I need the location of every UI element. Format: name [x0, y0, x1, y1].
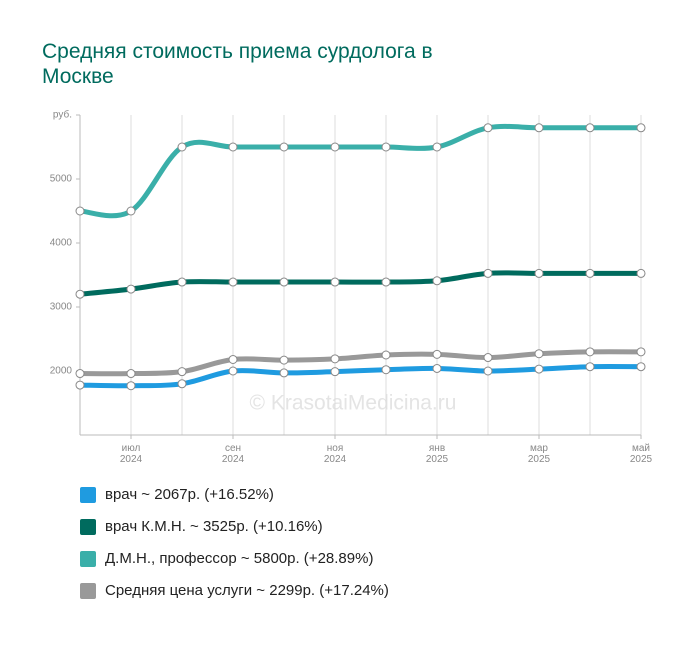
point: [126, 206, 136, 216]
point: [432, 363, 442, 373]
legend-swatch: [80, 551, 96, 567]
x-tick-label: мар 2025: [528, 443, 551, 465]
legend-swatch: [80, 583, 96, 599]
y-tick-label: 5000: [50, 174, 73, 185]
point: [483, 123, 493, 133]
point: [330, 367, 340, 377]
legend-label: Средняя цена услуги ~ 2299р. (+17.24%): [105, 582, 389, 599]
point: [126, 381, 136, 391]
point: [75, 289, 85, 299]
point: [534, 349, 544, 359]
point: [228, 354, 238, 364]
point: [228, 142, 238, 152]
x-tick-label: ноя 2024: [324, 443, 347, 465]
point: [381, 277, 391, 287]
point: [432, 276, 442, 286]
point: [177, 277, 187, 287]
point: [177, 142, 187, 152]
point: [432, 142, 442, 152]
y-tick-label: 2000: [50, 366, 73, 377]
point: [330, 354, 340, 364]
point: [636, 347, 646, 357]
point: [75, 369, 85, 379]
point: [330, 142, 340, 152]
point: [75, 206, 85, 216]
y-tick-label: 3000: [50, 302, 73, 313]
point: [177, 379, 187, 389]
point: [483, 268, 493, 278]
point: [483, 366, 493, 376]
point: [585, 268, 595, 278]
x-tick-label: янв 2025: [426, 443, 449, 465]
x-tick-label: сен 2024: [222, 443, 245, 465]
point: [228, 366, 238, 376]
point: [279, 355, 289, 365]
legend-label: Д.М.Н., профессор ~ 5800р. (+28.89%): [105, 550, 373, 567]
y-tick-label: 4000: [50, 238, 73, 249]
legend-swatch: [80, 519, 96, 535]
point: [228, 277, 238, 287]
point: [585, 123, 595, 133]
point: [585, 347, 595, 357]
y-tick-label: руб.: [53, 109, 72, 121]
watermark: © KrasotaiMedicina.ru: [250, 392, 457, 415]
legend-label: врач К.М.Н. ~ 3525р. (+10.16%): [105, 518, 323, 535]
legend-swatch: [80, 487, 96, 503]
point: [279, 142, 289, 152]
point: [636, 123, 646, 133]
point: [636, 268, 646, 278]
x-tick-label: июл 2024: [120, 443, 143, 465]
point: [381, 142, 391, 152]
point: [126, 284, 136, 294]
point: [585, 362, 595, 372]
point: [534, 364, 544, 374]
point: [483, 353, 493, 363]
x-tick-label: май 2025: [630, 443, 653, 465]
point: [534, 123, 544, 133]
legend-label: врач ~ 2067р. (+16.52%): [105, 486, 274, 503]
point: [381, 350, 391, 360]
point: [381, 365, 391, 375]
point: [279, 368, 289, 378]
point: [432, 349, 442, 359]
point: [636, 362, 646, 372]
point: [177, 367, 187, 377]
chart-title: Средняя стоимость приема сурдолога в Моск…: [42, 40, 433, 88]
point: [75, 380, 85, 390]
point: [330, 277, 340, 287]
point: [279, 277, 289, 287]
point: [126, 369, 136, 379]
point: [534, 268, 544, 278]
